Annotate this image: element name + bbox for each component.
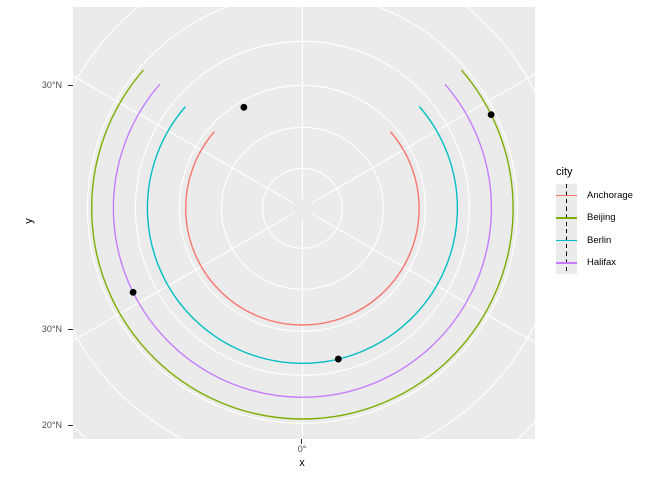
x-axis-title: x (299, 457, 305, 469)
legend-key-anchorage (556, 184, 577, 207)
legend-entry-anchorage: Anchorage (556, 184, 633, 207)
legend-title: city (556, 166, 573, 178)
legend-entry-label: Beijing (587, 212, 616, 224)
legend-key-berlin (556, 229, 577, 252)
legend-key-color-line (556, 262, 577, 264)
legend-keys: Anchorage Beijing Berlin Halifax (556, 184, 633, 274)
y-tick-label: 30°N (41, 80, 62, 90)
y-axis-title: y (23, 218, 35, 224)
legend-entry-label: Anchorage (587, 189, 633, 201)
grid-meridian (73, 75, 295, 204)
y-tick-label: 30°N (41, 324, 62, 334)
city-arc-anchorage (185, 131, 420, 326)
legend-entry-label: Berlin (587, 234, 612, 246)
legend: city Anchorage Beijing Berlin Halifax (556, 166, 633, 274)
city-point-beijing (487, 111, 495, 119)
legend-entry-berlin: Berlin (556, 229, 633, 252)
legend-key-color-line (556, 239, 577, 242)
y-tick-mark (68, 425, 73, 426)
grid-meridian (310, 212, 535, 344)
legend-entry-halifax: Halifax (556, 251, 633, 274)
grid-meridian (73, 212, 295, 342)
legend-entry-label: Halifax (587, 257, 617, 269)
city-arc-halifax (112, 83, 493, 398)
legend-key-beijing (556, 206, 577, 229)
y-tick-mark (68, 85, 73, 86)
x-tick-mark (301, 439, 302, 444)
city-arc-berlin (146, 106, 459, 364)
grid-meridian (310, 73, 535, 204)
polar-plot-canvas (73, 7, 535, 439)
legend-key-color-line (556, 194, 577, 197)
y-tick-label: 20°N (41, 420, 62, 430)
legend-key-color-line (556, 217, 577, 219)
city-point-halifax (129, 288, 137, 296)
y-tick-mark (68, 329, 73, 330)
legend-key-halifax (556, 251, 577, 274)
panel-background (73, 7, 535, 439)
city-arc-beijing (91, 69, 514, 420)
city-point-anchorage (240, 103, 248, 111)
city-point-berlin (334, 355, 342, 363)
legend-entry-beijing: Beijing (556, 206, 633, 229)
x-tick-label: 0° (297, 444, 307, 454)
